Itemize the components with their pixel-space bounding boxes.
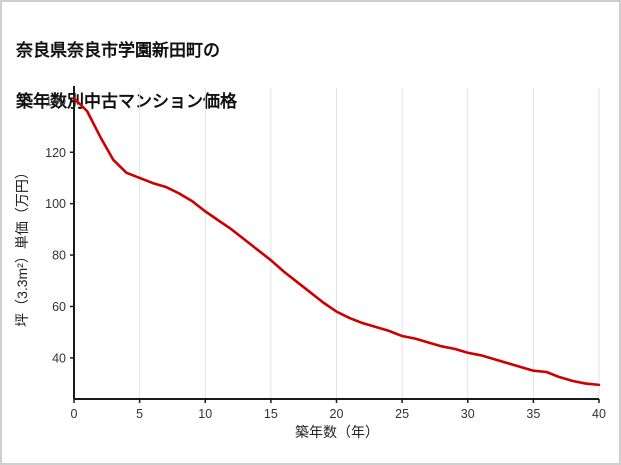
chart-title-line1: 奈良県奈良市学園新田町の xyxy=(16,40,220,60)
x-tick-label-30: 30 xyxy=(461,407,475,421)
y-axis-label: 坪（3.3m²）単価（万円） xyxy=(14,165,30,327)
x-tick-label-15: 15 xyxy=(264,407,278,421)
x-axis-label: 築年数（年） xyxy=(295,424,379,440)
x-tick-label-0: 0 xyxy=(71,407,78,421)
x-tick-label-10: 10 xyxy=(198,407,212,421)
y-tick-label-60: 60 xyxy=(52,300,66,314)
y-tick-label-40: 40 xyxy=(52,351,66,365)
x-tick-label-20: 20 xyxy=(330,407,344,421)
y-tick-label-120: 120 xyxy=(45,146,66,160)
y-tick-label-80: 80 xyxy=(52,249,66,263)
x-tick-label-40: 40 xyxy=(592,407,606,421)
chart-title-line2: 築年数別中古マンション価格 xyxy=(16,91,237,111)
chart-title: 奈良県奈良市学園新田町の 築年数別中古マンション価格 xyxy=(16,12,237,140)
x-tick-label-5: 5 xyxy=(136,407,143,421)
price-line xyxy=(72,96,601,387)
x-tick-label-25: 25 xyxy=(395,407,409,421)
x-tick-label-35: 35 xyxy=(526,407,540,421)
y-tick-label-140: 140 xyxy=(45,94,66,108)
y-tick-label-100: 100 xyxy=(45,197,66,211)
